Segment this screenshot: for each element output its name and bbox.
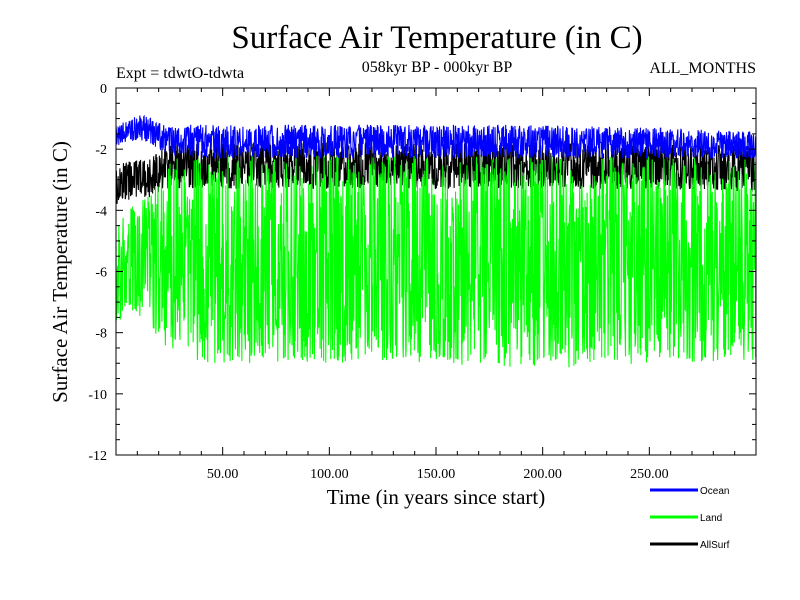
y-tick-label: -2	[95, 143, 107, 158]
x-axis-label: Time (in years since start)	[327, 485, 546, 509]
series-layer	[116, 114, 756, 368]
y-tick-label: -10	[88, 388, 107, 403]
x-tick-label: 100.00	[310, 467, 349, 482]
legend: Ocean Land AllSurf	[650, 486, 730, 551]
y-tick-label: -4	[95, 204, 107, 219]
series-line-ocean	[116, 114, 756, 160]
chart-title: Surface Air Temperature (in C)	[231, 20, 642, 56]
x-tick-label: 150.00	[417, 467, 456, 482]
x-tick-label: 50.00	[207, 467, 239, 482]
chart-subtitle-left: Expt = tdwtO-tdwta	[116, 65, 244, 82]
tick-layer: 0 -2 -4 -6 -8 -10 -12 50.00 100.00 150.00 200.00 25…	[88, 82, 756, 482]
chart-subtitle-right: ALL_MONTHS	[649, 60, 756, 77]
y-axis-label: Surface Air Temperature (in C)	[48, 141, 72, 403]
series-line-land	[116, 155, 756, 368]
legend-label-allsurf: AllSurf	[700, 540, 730, 551]
y-tick-label: -6	[95, 266, 107, 281]
x-tick-label: 200.00	[523, 467, 562, 482]
x-tick-label: 250.00	[630, 467, 669, 482]
chart-subtitle-center: 058kyr BP - 000kyr BP	[362, 59, 513, 76]
y-tick-label: -12	[88, 449, 107, 464]
legend-label-ocean: Ocean	[700, 486, 729, 497]
y-tick-label: 0	[100, 82, 107, 97]
legend-label-land: Land	[700, 513, 722, 524]
y-tick-label: -8	[95, 327, 107, 342]
